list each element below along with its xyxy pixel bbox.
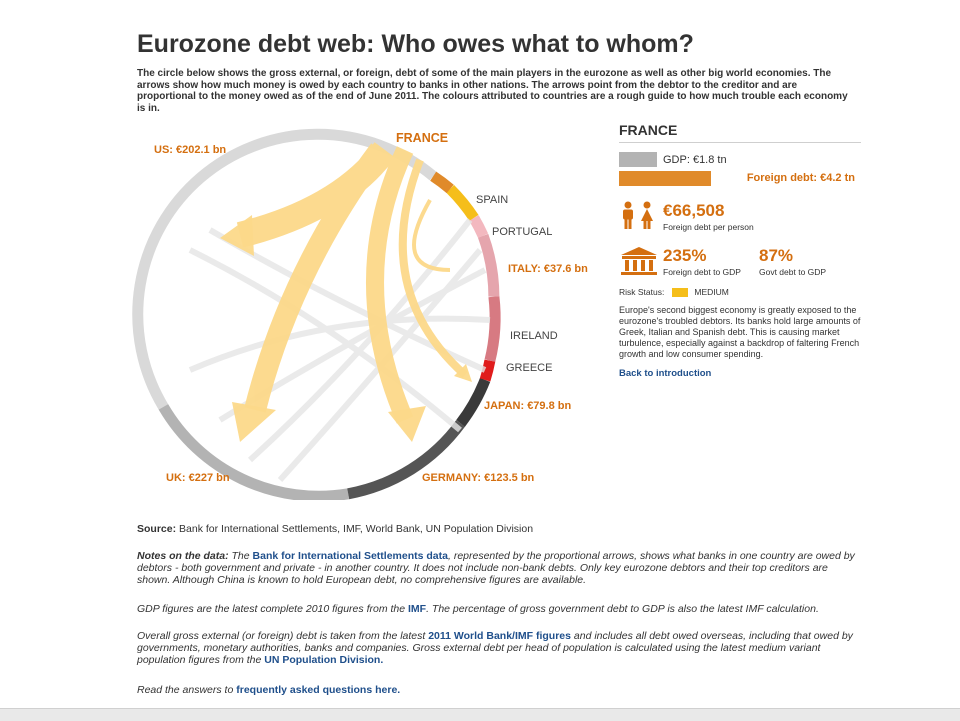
label-us[interactable]: US: €202.1 bn <box>154 144 226 156</box>
arrowhead-japan <box>454 364 472 382</box>
ring-italy[interactable] <box>477 233 500 297</box>
arrowhead-us <box>220 215 254 256</box>
per-person-stat: €66,508 Foreign debt per person <box>619 201 861 232</box>
label-italy[interactable]: ITALY: €37.6 bn <box>508 263 588 275</box>
risk-value: MEDIUM <box>694 287 729 297</box>
label-france[interactable]: FRANCE <box>396 131 448 145</box>
ring-japan[interactable] <box>456 377 491 427</box>
label-portugal[interactable]: PORTUGAL <box>492 226 552 238</box>
gdp-bar <box>619 152 657 167</box>
un-population-link[interactable]: UN Population Division. <box>264 654 384 666</box>
faq-note: Read the answers to frequently asked que… <box>137 684 862 696</box>
faq-text: Read the answers to <box>137 684 234 696</box>
per-person-value: €66,508 <box>663 201 725 220</box>
ring-us[interactable] <box>132 128 437 410</box>
world-bank-imf-link[interactable]: 2011 World Bank/IMF figures <box>428 630 571 642</box>
faq-link[interactable]: frequently asked questions here. <box>236 684 401 696</box>
label-japan[interactable]: JAPAN: €79.8 bn <box>484 400 571 412</box>
notes-label: Notes on the data: <box>137 550 229 562</box>
ratio-stats: 235% Foreign debt to GDP 87% Govt debt t… <box>619 246 861 277</box>
foreign-debt-bar: Foreign debt: €4.2 tn <box>619 171 859 186</box>
gdp-label: GDP: €1.8 tn <box>663 153 727 166</box>
source-line: Source: Bank for International Settlemen… <box>137 523 862 535</box>
arrow-france-japan <box>398 158 468 378</box>
country-description: Europe's second biggest economy is great… <box>619 305 861 359</box>
foreign-debt-to-gdp-value: 235% <box>663 246 707 265</box>
arrowhead-uk <box>232 402 276 442</box>
label-uk[interactable]: UK: €227 bn <box>166 472 230 484</box>
risk-label: Risk Status: <box>619 287 665 297</box>
ring-greece[interactable] <box>479 359 496 382</box>
ring-spain[interactable] <box>446 184 479 222</box>
risk-swatch <box>672 287 689 297</box>
label-ireland[interactable]: IRELAND <box>510 330 558 342</box>
overall-debt-note: Overall gross external (or foreign) debt… <box>137 630 862 666</box>
overall-b: and includes all debt owed overseas, inc… <box>137 630 853 666</box>
notes-text-b: , represented by the proportional arrows… <box>137 550 855 586</box>
notes-text-a: The <box>231 550 250 562</box>
debt-web-chart: FRANCE US: €202.1 bn SPAIN PORTUGAL ITAL… <box>132 128 588 500</box>
bank-icon <box>621 247 657 275</box>
gdp-note-a: GDP figures are the latest complete 2010… <box>137 603 406 615</box>
arrow-france-italy <box>412 199 451 272</box>
notes-paragraph: Notes on the data: The Bank for Internat… <box>137 550 862 586</box>
ring-ireland[interactable] <box>484 295 501 362</box>
ring-uk[interactable] <box>158 404 350 500</box>
back-to-introduction-link[interactable]: Back to introduction <box>619 368 712 379</box>
arrow-france-germany <box>366 146 414 424</box>
label-germany[interactable]: GERMANY: €123.5 bn <box>422 472 535 484</box>
per-person-label: Foreign debt per person <box>663 222 754 232</box>
ring-portugal[interactable] <box>469 215 489 239</box>
label-spain[interactable]: SPAIN <box>476 194 508 206</box>
bis-data-link[interactable]: Bank for International Settlements data <box>252 550 448 562</box>
page-title: Eurozone debt web: Who owes what to whom… <box>137 30 694 58</box>
ring-germany[interactable] <box>347 420 466 500</box>
source-text: Bank for International Settlements, IMF,… <box>179 523 534 535</box>
panel-country-title: FRANCE <box>619 122 861 143</box>
overall-a: Overall gross external (or foreign) debt… <box>137 630 426 642</box>
risk-status: Risk Status: MEDIUM <box>619 287 861 297</box>
arrow-france-uk <box>244 143 389 413</box>
govt-debt-to-gdp-label: Govt debt to GDP <box>759 267 827 277</box>
arrowhead-germany <box>388 406 426 442</box>
source-label: Source: <box>137 523 177 535</box>
foreign-debt-label: Foreign debt: €4.2 tn <box>746 172 855 184</box>
foreign-debt-to-gdp-label: Foreign debt to GDP <box>663 267 741 277</box>
country-panel: FRANCE GDP: €1.8 tn Foreign debt: €4.2 t… <box>619 122 861 379</box>
people-icon <box>623 201 653 229</box>
gdp-note-b: . The percentage of gross government deb… <box>426 603 819 615</box>
imf-link[interactable]: IMF <box>408 603 427 615</box>
bottom-scrollbar[interactable] <box>0 708 960 721</box>
intro-text: The circle below shows the gross externa… <box>137 68 848 114</box>
govt-debt-to-gdp-value: 87% <box>759 246 794 265</box>
label-greece[interactable]: GREECE <box>506 362 552 374</box>
ring-france[interactable] <box>430 171 454 194</box>
gdp-note: GDP figures are the latest complete 2010… <box>137 603 862 615</box>
foreign-debt-row: Foreign debt: €4.2 tn <box>619 170 861 187</box>
gdp-row: GDP: €1.8 tn <box>619 151 861 168</box>
